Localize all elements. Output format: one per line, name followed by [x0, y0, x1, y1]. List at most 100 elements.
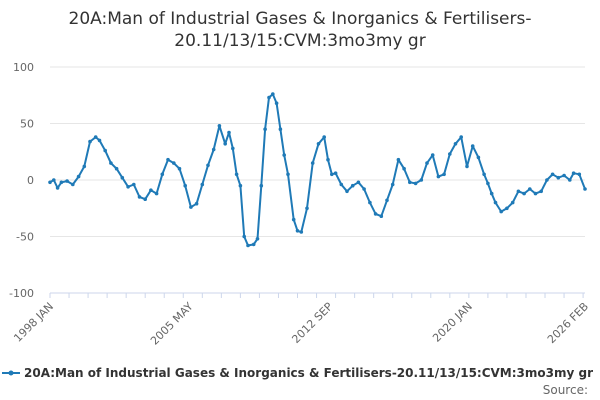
data-point[interactable]	[333, 171, 338, 175]
data-point[interactable]	[271, 92, 275, 96]
data-point[interactable]	[189, 205, 193, 209]
data-point[interactable]	[231, 146, 235, 151]
data-point[interactable]	[326, 157, 330, 162]
data-point[interactable]	[114, 166, 119, 171]
data-point[interactable]	[413, 181, 418, 186]
data-point[interactable]	[453, 142, 458, 146]
data-point[interactable]	[322, 135, 327, 139]
data-point[interactable]	[390, 182, 395, 187]
data-point[interactable]	[255, 237, 260, 241]
data-point[interactable]	[206, 163, 210, 168]
data-point[interactable]	[577, 172, 582, 177]
data-point[interactable]	[316, 142, 321, 146]
data-point[interactable]	[350, 183, 355, 188]
data-point[interactable]	[137, 195, 142, 199]
data-point[interactable]	[448, 152, 452, 156]
data-point[interactable]	[200, 182, 205, 187]
data-point[interactable]	[160, 172, 165, 177]
data-point[interactable]	[345, 189, 349, 194]
data-point[interactable]	[120, 175, 125, 180]
data-point[interactable]	[568, 178, 572, 182]
data-point[interactable]	[385, 198, 389, 203]
data-point[interactable]	[183, 183, 187, 188]
data-point[interactable]	[52, 178, 56, 182]
data-point[interactable]	[430, 153, 435, 157]
data-point[interactable]	[82, 164, 87, 169]
data-point[interactable]	[522, 191, 526, 196]
data-point[interactable]	[373, 212, 378, 216]
data-point[interactable]	[528, 187, 532, 191]
data-point[interactable]	[223, 142, 227, 146]
data-point[interactable]	[251, 242, 256, 247]
data-point[interactable]	[246, 243, 250, 248]
data-point[interactable]	[476, 155, 481, 160]
data-point[interactable]	[267, 95, 271, 100]
data-point[interactable]	[436, 174, 441, 179]
data-point[interactable]	[556, 175, 561, 180]
data-point[interactable]	[368, 200, 372, 205]
data-point[interactable]	[408, 180, 412, 185]
data-point[interactable]	[259, 183, 264, 188]
data-point[interactable]	[238, 183, 243, 188]
data-point[interactable]	[103, 148, 107, 153]
data-point[interactable]	[419, 178, 424, 182]
data-point[interactable]	[486, 181, 490, 186]
data-point[interactable]	[470, 144, 475, 148]
data-point[interactable]	[305, 206, 309, 211]
data-point[interactable]	[295, 229, 300, 233]
data-point[interactable]	[194, 201, 199, 206]
data-point[interactable]	[177, 166, 182, 171]
data-point[interactable]	[291, 217, 296, 222]
data-point[interactable]	[493, 200, 498, 205]
data-point[interactable]	[442, 172, 446, 177]
data-point[interactable]	[109, 161, 113, 165]
data-point[interactable]	[459, 135, 464, 139]
data-point[interactable]	[227, 130, 231, 135]
data-point[interactable]	[55, 186, 60, 190]
data-point[interactable]	[489, 191, 494, 196]
data-point[interactable]	[88, 139, 92, 144]
data-point[interactable]	[299, 230, 304, 234]
data-point[interactable]	[172, 161, 176, 165]
data-point[interactable]	[402, 166, 406, 171]
data-point[interactable]	[516, 189, 521, 194]
data-point[interactable]	[550, 172, 555, 177]
data-point[interactable]	[396, 157, 401, 162]
data-point[interactable]	[97, 138, 102, 143]
data-point[interactable]	[505, 206, 509, 211]
data-point[interactable]	[310, 161, 315, 165]
data-point[interactable]	[425, 161, 429, 165]
data-point[interactable]	[278, 127, 283, 131]
data-point[interactable]	[132, 182, 136, 187]
data-point[interactable]	[465, 164, 469, 169]
data-point[interactable]	[59, 180, 64, 185]
data-point[interactable]	[154, 191, 159, 196]
data-point[interactable]	[362, 187, 366, 191]
data-point[interactable]	[274, 101, 279, 105]
data-point[interactable]	[234, 172, 239, 177]
data-point[interactable]	[166, 157, 170, 162]
data-point[interactable]	[211, 147, 216, 152]
data-point[interactable]	[263, 127, 267, 131]
data-point[interactable]	[533, 191, 538, 196]
data-point[interactable]	[379, 214, 384, 218]
data-point[interactable]	[499, 209, 504, 214]
data-point[interactable]	[282, 153, 287, 157]
data-point[interactable]	[48, 180, 52, 185]
legend[interactable]: 20A:Man of Industrial Gases & Inorganics…	[2, 366, 593, 380]
data-point[interactable]	[93, 135, 98, 139]
data-point[interactable]	[330, 172, 334, 177]
data-point[interactable]	[562, 173, 566, 178]
data-point[interactable]	[65, 179, 69, 183]
data-point[interactable]	[126, 185, 130, 189]
data-point[interactable]	[539, 189, 543, 194]
data-point[interactable]	[482, 172, 486, 177]
data-point[interactable]	[510, 200, 515, 205]
data-point[interactable]	[76, 174, 81, 179]
data-point[interactable]	[339, 182, 344, 187]
data-point[interactable]	[149, 188, 153, 192]
data-point[interactable]	[356, 180, 361, 185]
data-point[interactable]	[217, 124, 222, 128]
data-point[interactable]	[143, 197, 147, 201]
data-point[interactable]	[242, 234, 246, 239]
